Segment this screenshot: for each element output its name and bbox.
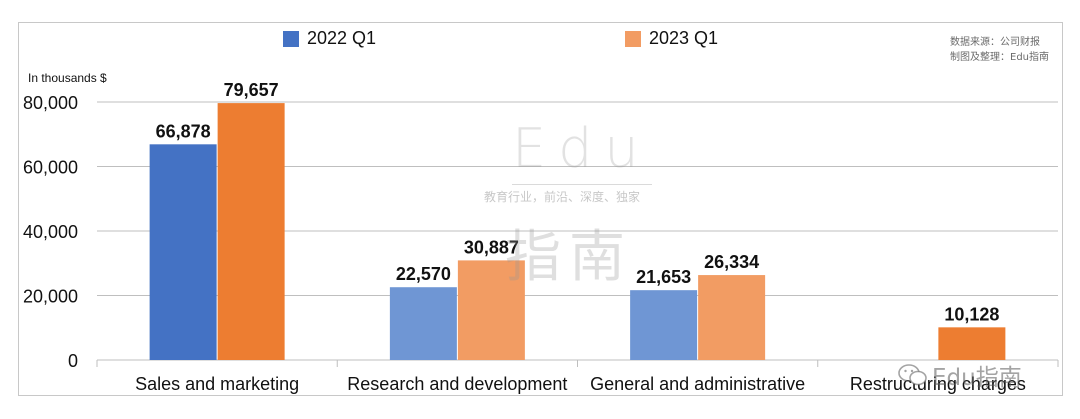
bar (149, 144, 217, 360)
bar (389, 287, 457, 360)
y-tick-label: 0 (68, 351, 78, 371)
data-label: 66,878 (156, 121, 211, 141)
author-line: 制图及整理：Edu指南 (950, 52, 1050, 63)
y-tick-label: 20,000 (23, 287, 78, 307)
legend-label-2022: 2022 Q1 (307, 28, 377, 48)
legend-item-2023: 2023 Q1 (625, 28, 718, 49)
y-axis-unit-label: In thousands $ (28, 71, 107, 85)
watermark-divider (512, 184, 652, 185)
wechat-icon (898, 364, 927, 386)
data-label: 26,334 (704, 252, 759, 272)
x-tick-label: Sales and marketing (135, 374, 299, 394)
y-tick-label: 60,000 (23, 158, 78, 178)
bar (938, 327, 1006, 360)
bar (457, 260, 525, 360)
watermark-corner-text: Edu指南 (932, 365, 1022, 391)
x-tick-label: General and administrative (590, 374, 805, 394)
bar (217, 103, 285, 361)
watermark-corner: Edu指南 (898, 358, 1022, 392)
data-label: 30,887 (464, 237, 519, 257)
legend-label-2023: 2023 Q1 (649, 28, 719, 48)
data-label: 21,653 (636, 267, 691, 287)
watermark-edu: Edu (512, 117, 651, 180)
bars (149, 103, 1006, 361)
source-note: 数据来源：公司财报 制图及整理：Edu指南 (950, 35, 1049, 65)
data-labels: 66,878 22,570 21,653 79,657 30,887 26,334 10,1… (156, 80, 1000, 324)
legend-swatch-2022 (283, 30, 299, 47)
y-tick-label: 40,000 (23, 222, 78, 242)
data-label: 22,570 (396, 264, 451, 284)
data-label: 10,128 (944, 304, 999, 324)
x-tick-label: Restructuring charges (850, 374, 1026, 394)
x-tick-label: Research and development (347, 374, 567, 394)
bar (698, 275, 766, 360)
watermark-slogan: 教育行业，前沿、深度、独家 (484, 190, 641, 204)
source-line: 数据来源：公司财报 (950, 37, 1040, 48)
watermark-cn: 指南 (505, 225, 633, 290)
axes: 0 20,000 40,000 60,000 80,000 Sales and marke… (23, 93, 1059, 394)
bar (630, 290, 698, 360)
data-label: 79,657 (224, 80, 279, 100)
y-tick-label: 80,000 (23, 93, 78, 113)
legend-swatch-2023 (625, 30, 641, 47)
legend-item-2022: 2022 Q1 (283, 28, 376, 49)
